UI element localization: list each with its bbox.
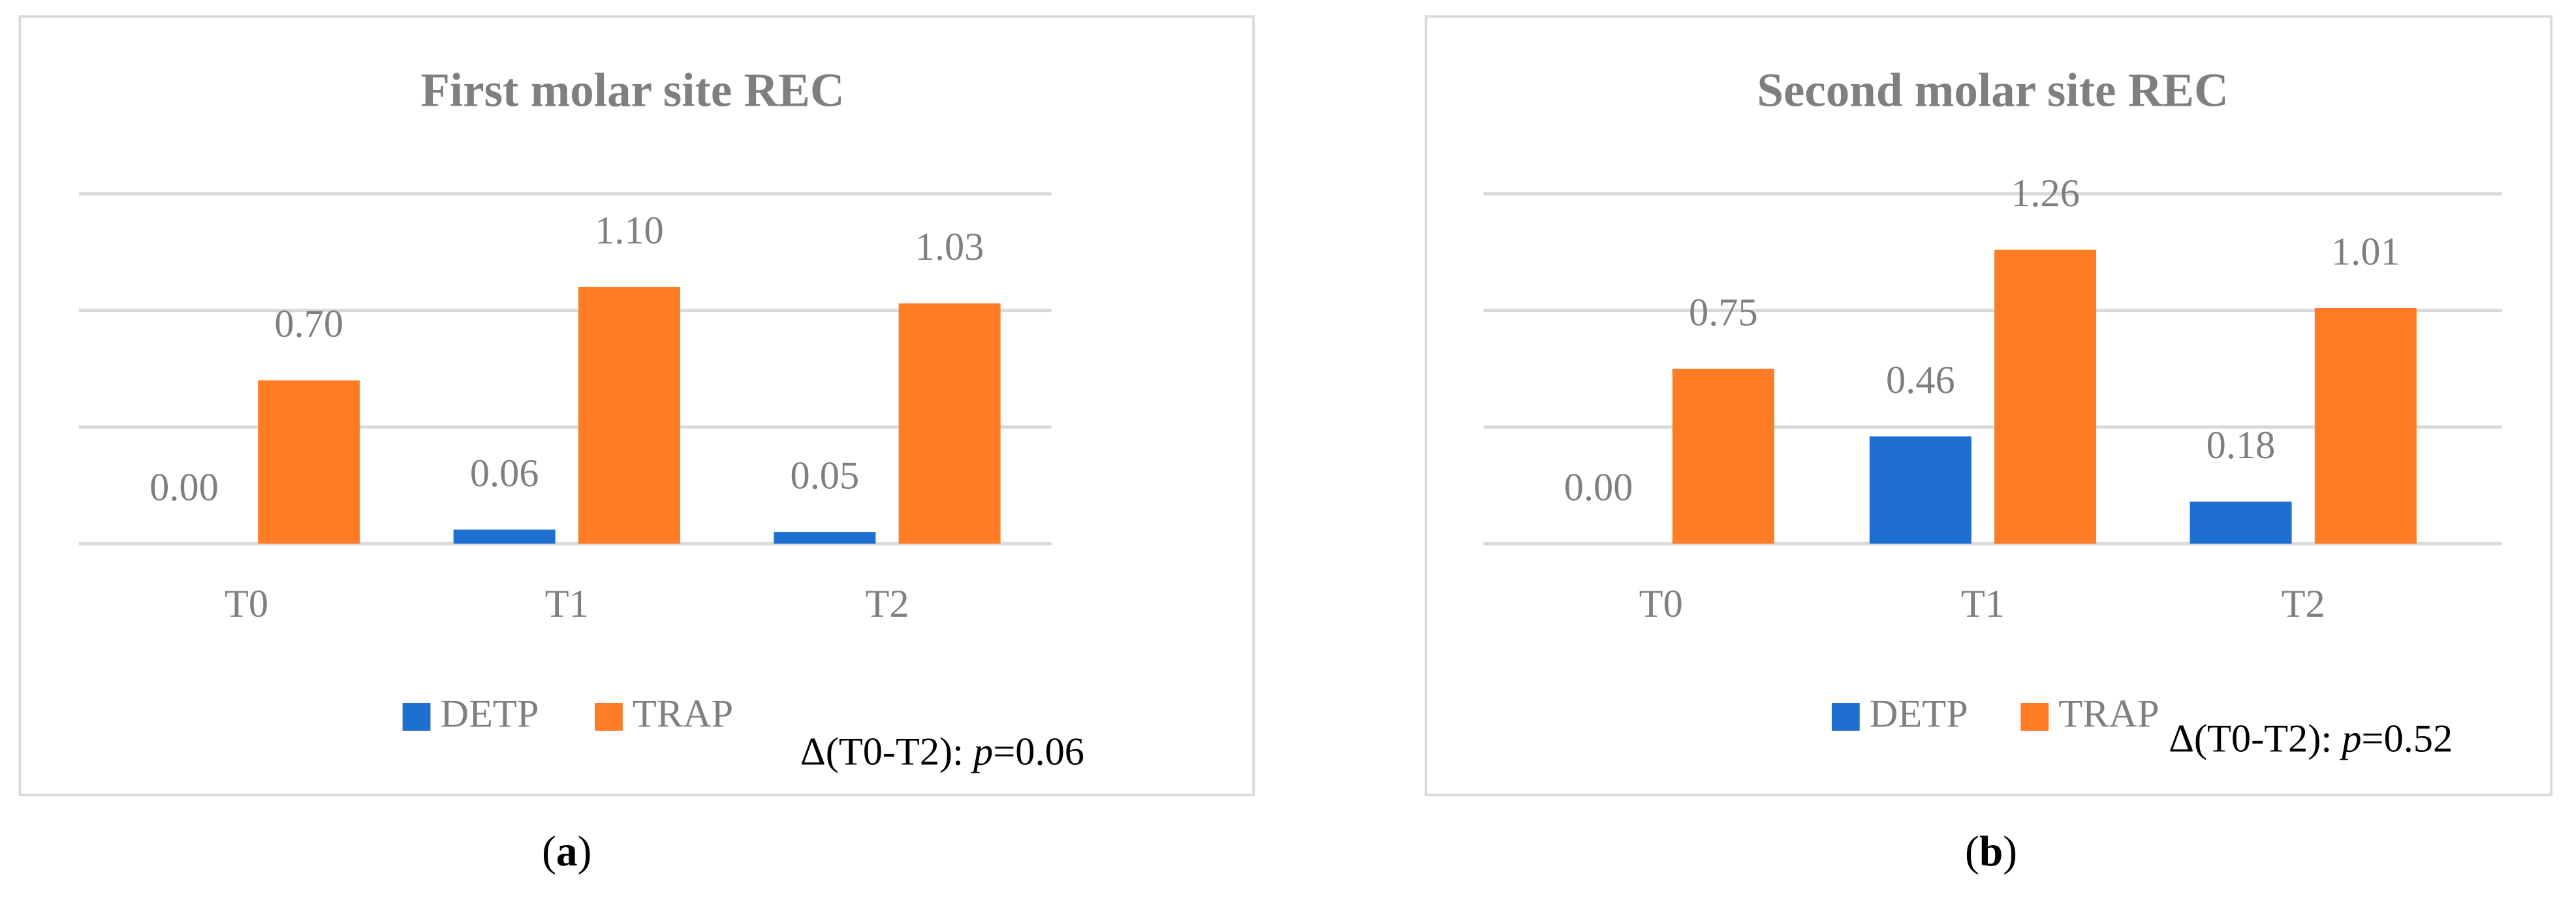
bar	[898, 303, 1001, 544]
data-label: 1.26	[2011, 172, 2080, 215]
panel-label-part: (	[1965, 828, 1979, 875]
data-label: 0.46	[1886, 358, 1955, 402]
bar	[1672, 368, 1774, 544]
bar	[1994, 249, 2097, 544]
legend-label: DETP	[1870, 692, 1968, 736]
panel-label: (a)	[542, 828, 591, 875]
legend-label: TRAP	[2058, 692, 2159, 736]
data-label: 1.03	[915, 225, 984, 269]
x-tick-label: T1	[545, 582, 589, 626]
legend-swatch	[2020, 703, 2049, 731]
data-label: 0.00	[149, 465, 219, 509]
panel-label-part: )	[578, 828, 592, 875]
data-label: 0.00	[1564, 465, 1633, 509]
chart-title: Second molar site REC	[1757, 64, 2228, 117]
annotation-part: =0.52	[2361, 717, 2453, 760]
data-label: 1.10	[595, 209, 664, 253]
annotation: Δ(T0-T2): p=0.06	[800, 730, 1084, 773]
panel-label-part: )	[2003, 828, 2017, 875]
data-label: 0.70	[274, 302, 343, 346]
bar	[2190, 501, 2292, 544]
annotation-part: p	[2339, 717, 2361, 760]
bar	[258, 380, 360, 544]
data-label: 0.75	[1689, 290, 1758, 334]
panel-label: (b)	[1965, 828, 2017, 875]
panel-label-part: (	[542, 828, 556, 875]
data-label: 0.06	[470, 452, 539, 495]
legend-label: DETP	[441, 692, 539, 736]
legend-swatch	[595, 703, 623, 731]
bar	[774, 532, 876, 544]
panel-label-part: b	[1979, 828, 2003, 875]
x-tick-label: T0	[1639, 582, 1683, 626]
legend-swatch	[1831, 703, 1860, 731]
annotation: Δ(T0-T2): p=0.52	[2169, 717, 2453, 760]
annotation-part: Δ(T0-T2):	[2169, 717, 2342, 760]
bar	[2314, 308, 2417, 544]
chart-title: First molar site REC	[420, 64, 844, 117]
x-tick-label: T0	[225, 582, 268, 626]
x-tick-label: T1	[1961, 582, 2005, 626]
bar	[578, 287, 680, 544]
x-tick-label: T2	[2282, 582, 2325, 626]
annotation-part: Δ(T0-T2):	[800, 730, 973, 773]
annotation-part: p	[971, 730, 993, 773]
bar	[453, 529, 556, 544]
legend-label: TRAP	[633, 692, 733, 736]
annotation-part: =0.06	[993, 730, 1084, 773]
legend-swatch	[402, 703, 431, 731]
panel-label-part: a	[556, 828, 578, 875]
data-label: 0.18	[2207, 424, 2276, 467]
x-tick-label: T2	[865, 582, 909, 626]
data-label: 0.05	[791, 454, 860, 497]
data-label: 1.01	[2331, 230, 2400, 273]
bar	[1869, 436, 1971, 544]
